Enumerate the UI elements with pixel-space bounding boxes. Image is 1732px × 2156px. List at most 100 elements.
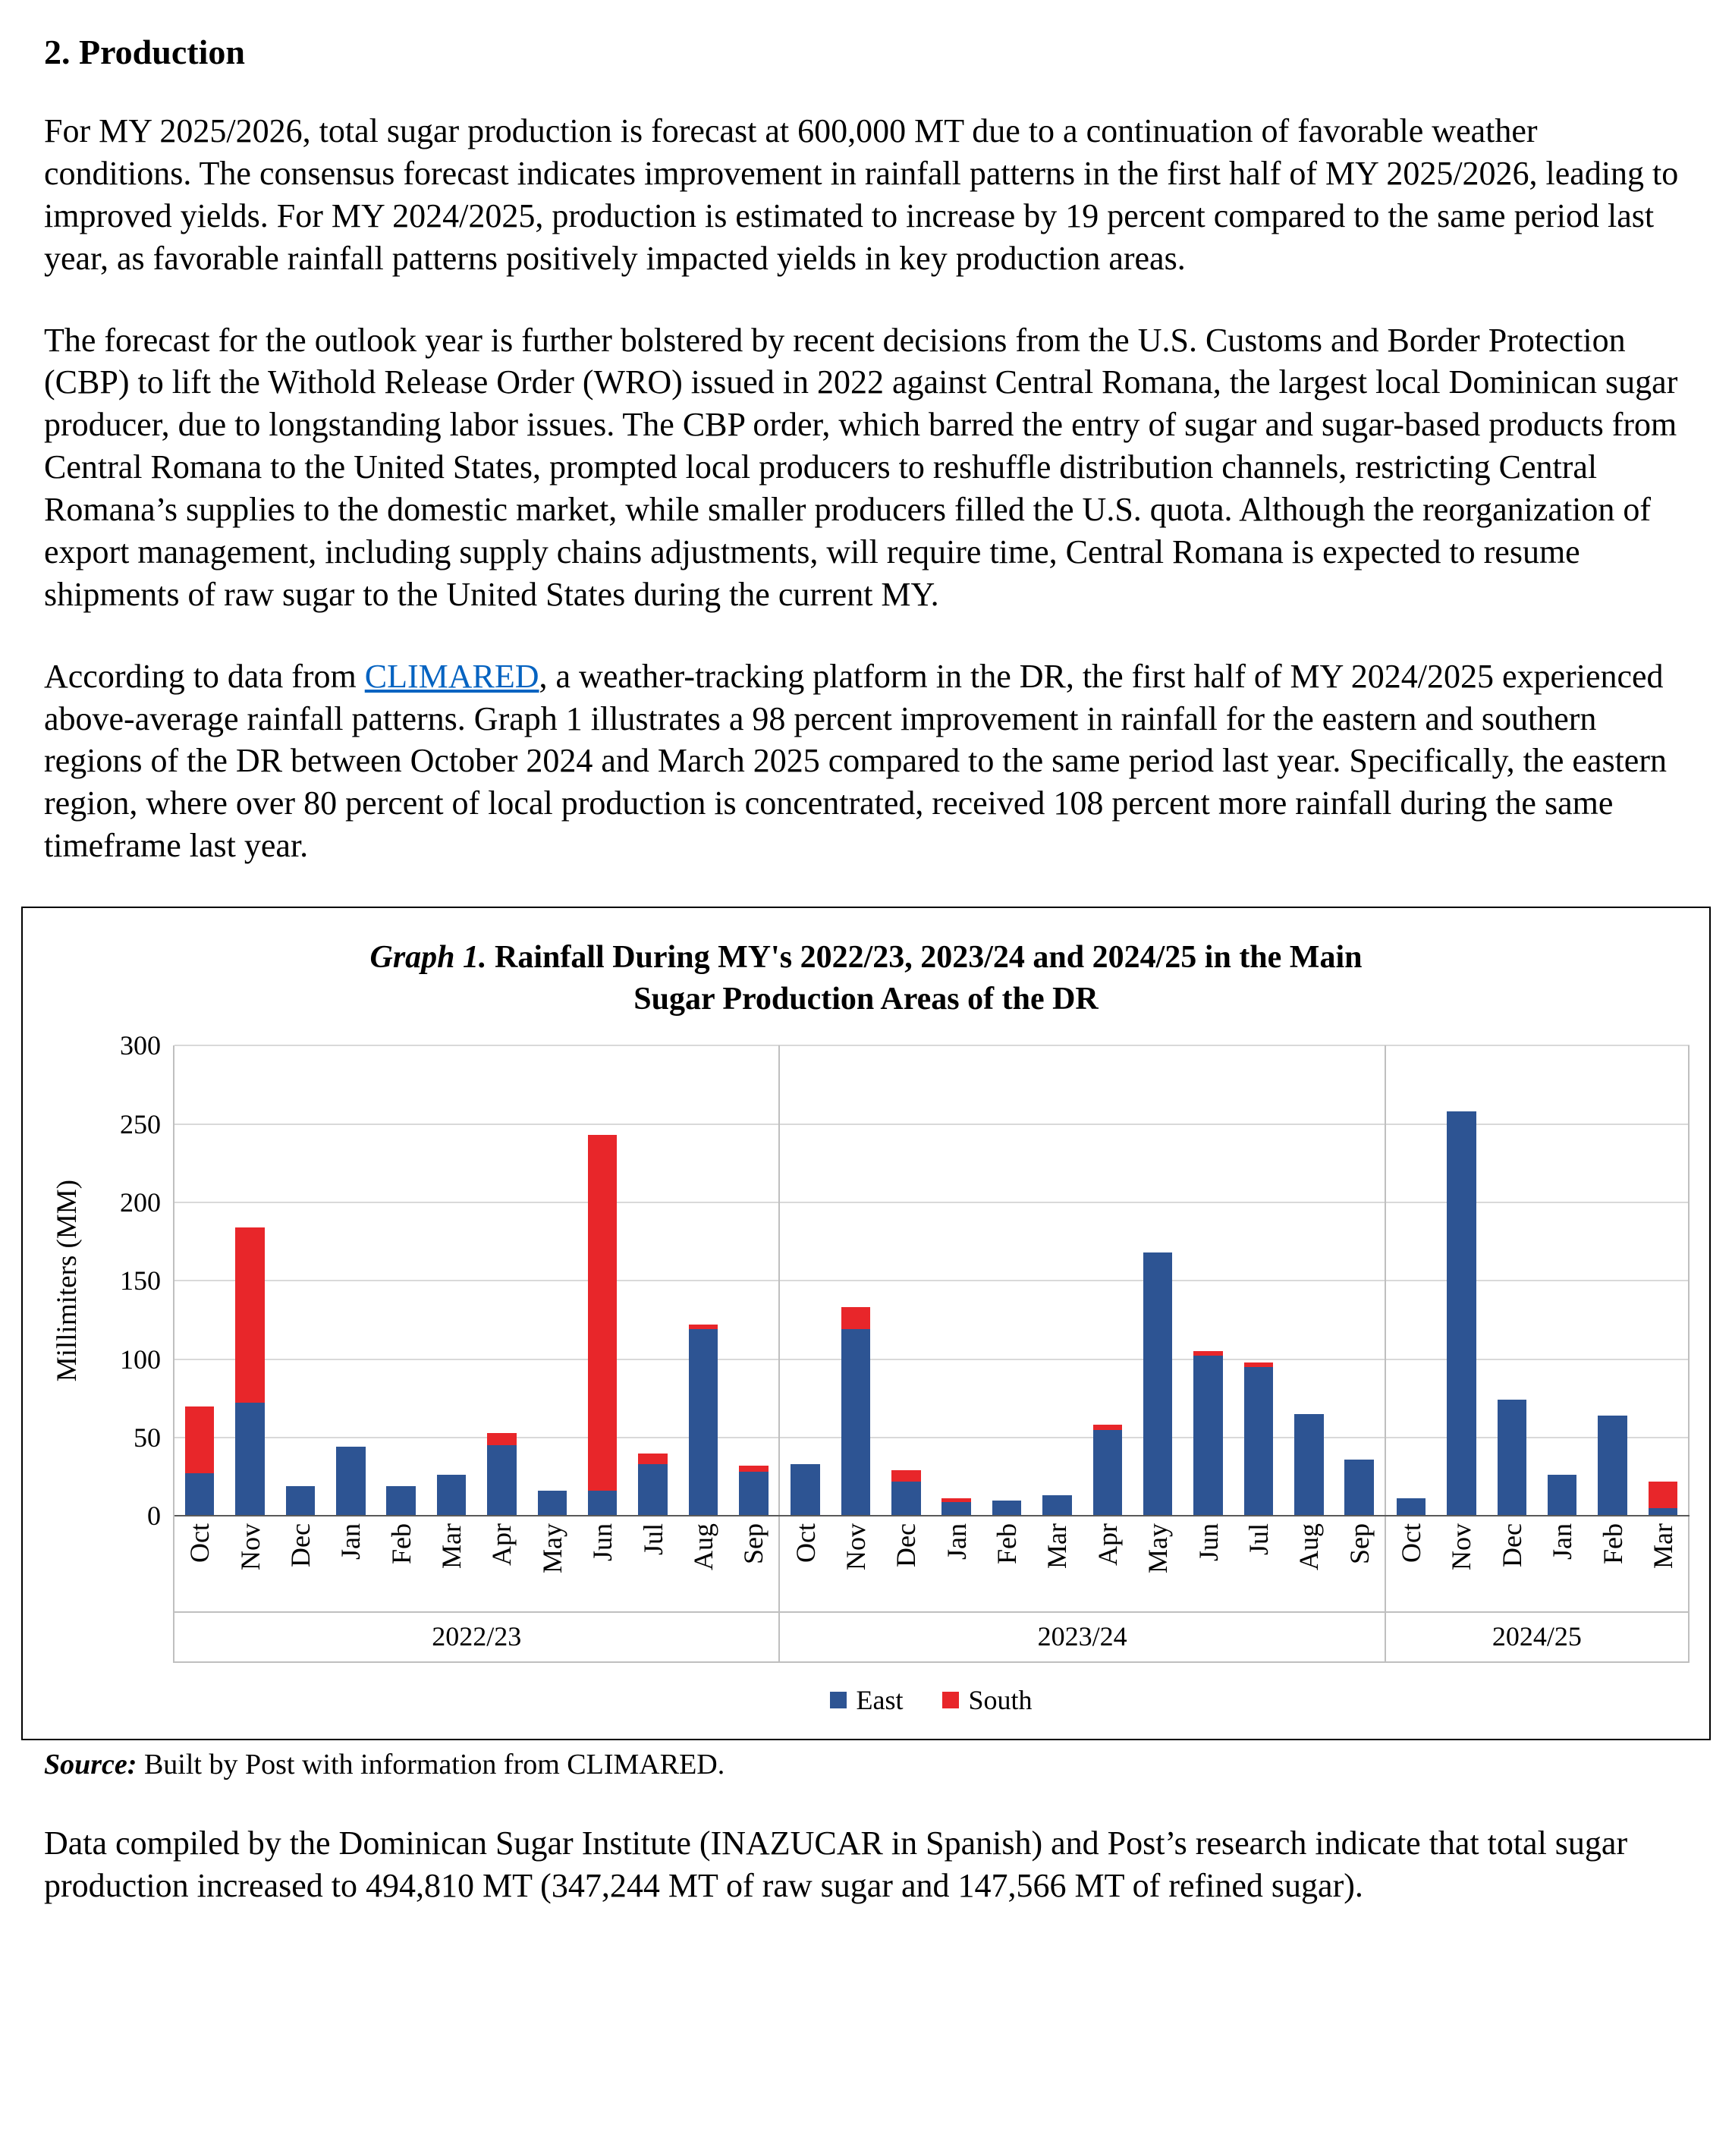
x-tick-label: Mar — [436, 1523, 467, 1570]
chart-body: Millimiters (MM) 0 50 100 150 200 250 300 Oct N… — [42, 1030, 1690, 1722]
bar-east — [1648, 1507, 1678, 1516]
bar-cell-2023-24-jan — [932, 1045, 982, 1516]
bar-east — [688, 1329, 718, 1516]
bar-east — [1143, 1252, 1173, 1516]
x-tick-label-cell: Nov — [831, 1516, 881, 1611]
y-tick-label: 150 — [120, 1265, 161, 1296]
bar-cell-2024-25-jan — [1537, 1045, 1587, 1516]
x-tick-label-cell: Jan — [325, 1516, 376, 1611]
bar-cell-2022-23-nov — [225, 1045, 275, 1516]
bar-cell-2024-25-mar — [1638, 1045, 1688, 1516]
chart-xlabels: Oct Nov Dec Jan Feb Mar Apr May Jun Jul Aug Sep Oct N… — [173, 1516, 1690, 1614]
x-tick-label-cell: Nov — [225, 1516, 275, 1611]
chart-groups-row: 2022/23 2023/24 2024/25 — [173, 1613, 1690, 1664]
bar-cell-2023-24-apr — [1083, 1045, 1133, 1516]
bar-south — [638, 1453, 668, 1464]
paragraph-climared-post: , a weather-tracking platform in the DR,… — [44, 657, 1667, 865]
bar-east — [386, 1485, 416, 1516]
bar-cell-2022-23-jun — [577, 1045, 627, 1516]
gridline — [174, 1201, 1690, 1203]
bar-east — [1598, 1415, 1627, 1516]
bar-cell-2022-23-sep — [728, 1045, 778, 1516]
rainfall-chart: Graph 1. Rainfall During MY's 2022/23, 2… — [21, 907, 1711, 1741]
xlabel-group-2024-25: Oct Nov Dec Jan Feb Mar — [1386, 1516, 1690, 1612]
y-tick-label: 50 — [134, 1422, 161, 1453]
y-tick-label: 300 — [120, 1030, 161, 1061]
x-tick-label-cell: Jul — [627, 1516, 677, 1611]
bar-east — [1497, 1400, 1526, 1516]
bar-east — [487, 1445, 517, 1516]
x-tick-label-cell: Feb — [982, 1516, 1032, 1611]
x-tick-label: Dec — [891, 1523, 922, 1568]
source-label: Source: — [44, 1749, 137, 1781]
x-tick-label-cell: Sep — [1334, 1516, 1385, 1611]
x-tick-label-cell: Feb — [376, 1516, 426, 1611]
x-tick-label: Nov — [840, 1523, 871, 1571]
x-tick-label: May — [536, 1523, 567, 1574]
bar-cell-2022-23-jul — [627, 1045, 677, 1516]
bar-cell-2024-25-oct — [1386, 1045, 1436, 1516]
bar-east — [638, 1464, 668, 1516]
legend-item-east: East — [830, 1684, 903, 1716]
bar-cell-2022-23-feb — [376, 1045, 426, 1516]
bar-east — [537, 1491, 567, 1516]
climared-link[interactable]: CLIMARED — [364, 657, 539, 695]
bar-cell-2022-23-oct — [174, 1045, 225, 1516]
bar-cell-2022-23-jan — [325, 1045, 376, 1516]
bar-cell-2022-23-dec — [275, 1045, 325, 1516]
bar-cell-2024-25-nov — [1436, 1045, 1486, 1516]
source-text: Built by Post with information from CLIM… — [137, 1749, 725, 1781]
bar-south — [587, 1135, 618, 1491]
x-tick-label: Apr — [1092, 1523, 1123, 1567]
bar-cell-2024-25-dec — [1487, 1045, 1537, 1516]
bar-cell-2022-23-mar — [426, 1045, 476, 1516]
chart-plot-area: Oct Nov Dec Jan Feb Mar Apr May Jun Jul Aug Sep Oct N… — [173, 1045, 1690, 1722]
bar-east — [992, 1500, 1022, 1516]
bar-cell-2023-24-feb — [982, 1045, 1032, 1516]
x-tick-label: Mar — [1647, 1523, 1678, 1570]
bar-east — [1447, 1111, 1476, 1516]
x-tick-label-cell: Aug — [678, 1516, 728, 1611]
x-tick-label: Apr — [486, 1523, 517, 1567]
bar-south — [1092, 1425, 1123, 1430]
x-tick-label-cell: Sep — [728, 1516, 778, 1611]
y-axis-title: Millimiters (MM) — [51, 1180, 83, 1382]
section-heading: 2. Production — [44, 33, 245, 71]
bar-south — [235, 1227, 265, 1403]
bar-cell-2023-24-mar — [1032, 1045, 1082, 1516]
y-tick-label: 250 — [120, 1108, 161, 1139]
bar-cell-2023-24-oct — [780, 1045, 830, 1516]
x-tick-label: Jul — [1243, 1523, 1274, 1556]
x-axis-line — [174, 1515, 1690, 1517]
gridline — [174, 1436, 1690, 1438]
y-tick-label: 0 — [147, 1501, 161, 1532]
x-tick-label-cell: May — [527, 1516, 577, 1611]
x-tick-label: Oct — [184, 1523, 215, 1564]
bar-east — [791, 1464, 820, 1516]
paragraph-climared-pre: According to data from — [44, 657, 365, 695]
x-tick-label: Aug — [687, 1523, 718, 1571]
bar-cell-2023-24-may — [1133, 1045, 1183, 1516]
bar-cell-2022-23-may — [527, 1045, 577, 1516]
bar-south — [487, 1432, 517, 1446]
bar-cell-2023-24-aug — [1284, 1045, 1334, 1516]
x-tick-label-cell: Apr — [476, 1516, 527, 1611]
bar-east — [184, 1473, 215, 1516]
bar-south — [1243, 1362, 1274, 1367]
bar-south — [688, 1325, 718, 1330]
bar-east — [1547, 1475, 1577, 1516]
bar-south — [184, 1406, 215, 1474]
chart-source-note: Source: Built by Post with information f… — [44, 1748, 1688, 1781]
bar-cell-2023-24-sep — [1334, 1045, 1385, 1516]
x-tick-label: Feb — [992, 1523, 1023, 1565]
bar-group-2023-24 — [780, 1045, 1386, 1516]
x-tick-label: Feb — [385, 1523, 416, 1565]
bar-east — [587, 1491, 618, 1516]
bar-south — [1648, 1481, 1678, 1508]
x-tick-label-cell: Mar — [426, 1516, 476, 1611]
x-tick-label: Jul — [637, 1523, 668, 1556]
chart-yticks: 0 50 100 150 200 250 300 — [91, 1030, 173, 1531]
y-tick-label: 100 — [120, 1344, 161, 1375]
bar-cell-2024-25-feb — [1587, 1045, 1637, 1516]
y-axis-title-wrap: Millimiters (MM) — [42, 1045, 91, 1516]
